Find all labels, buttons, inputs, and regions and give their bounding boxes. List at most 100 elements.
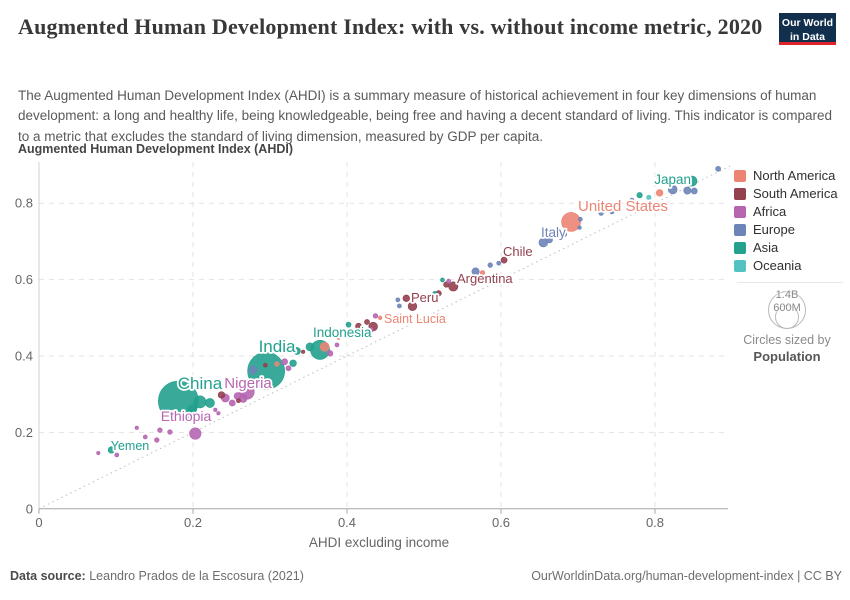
data-point[interactable] bbox=[124, 446, 129, 451]
country-label-argentina[interactable]: Argentina bbox=[455, 269, 515, 288]
data-point[interactable] bbox=[561, 231, 568, 238]
data-point[interactable] bbox=[228, 399, 236, 407]
data-point[interactable] bbox=[326, 350, 334, 357]
data-point[interactable] bbox=[617, 207, 623, 213]
data-point[interactable] bbox=[134, 425, 139, 430]
data-point[interactable] bbox=[355, 322, 362, 330]
country-label-indonesia[interactable]: Indonesia bbox=[311, 323, 374, 342]
country-label-italy[interactable]: Italy bbox=[539, 223, 568, 242]
data-point[interactable] bbox=[248, 365, 258, 375]
legend-label: Europe bbox=[753, 222, 795, 237]
data-point[interactable] bbox=[281, 358, 288, 366]
data-point[interactable] bbox=[285, 365, 292, 372]
data-point[interactable] bbox=[236, 398, 241, 404]
data-point[interactable] bbox=[319, 341, 330, 352]
country-label-peru[interactable]: Peru bbox=[409, 288, 440, 307]
data-point[interactable] bbox=[646, 194, 652, 201]
owid-logo[interactable]: Our World in Data bbox=[779, 13, 836, 45]
data-point-united-states[interactable] bbox=[561, 212, 581, 232]
data-point[interactable] bbox=[213, 407, 218, 412]
x-tick-label: 0.8 bbox=[646, 515, 664, 530]
legend-item-africa[interactable]: Africa bbox=[734, 204, 838, 219]
country-label-saint-lucia[interactable]: Saint Lucia bbox=[382, 310, 447, 328]
data-point[interactable] bbox=[577, 216, 583, 222]
legend-label: South America bbox=[753, 186, 838, 201]
data-point[interactable] bbox=[182, 417, 188, 423]
data-point[interactable] bbox=[629, 197, 635, 203]
data-point[interactable] bbox=[305, 342, 315, 352]
data-point[interactable] bbox=[167, 429, 173, 435]
data-point-ethiopia[interactable] bbox=[189, 427, 202, 440]
country-label-japan[interactable]: Japan bbox=[652, 170, 692, 189]
data-point[interactable] bbox=[263, 362, 268, 368]
data-point[interactable] bbox=[546, 236, 553, 244]
legend-item-north-america[interactable]: North America bbox=[734, 168, 838, 183]
data-point[interactable] bbox=[395, 297, 401, 303]
data-point[interactable] bbox=[636, 192, 643, 199]
country-label-nigeria[interactable]: Nigeria bbox=[222, 373, 274, 394]
data-point-yemen[interactable] bbox=[107, 446, 115, 454]
data-point[interactable] bbox=[683, 186, 692, 195]
data-point[interactable] bbox=[364, 319, 370, 325]
data-point-saint-lucia[interactable] bbox=[377, 315, 383, 320]
data-point[interactable] bbox=[187, 404, 198, 414]
legend-item-asia[interactable]: Asia bbox=[734, 240, 838, 255]
legend-label: North America bbox=[753, 168, 836, 183]
legend-item-europe[interactable]: Europe bbox=[734, 222, 838, 237]
country-label-yemen[interactable]: Yemen bbox=[109, 437, 151, 455]
data-point[interactable] bbox=[334, 342, 340, 348]
data-point-chile[interactable] bbox=[500, 256, 508, 264]
data-point[interactable] bbox=[440, 277, 445, 283]
data-point[interactable] bbox=[114, 452, 120, 458]
data-point[interactable] bbox=[216, 411, 221, 416]
country-label-united-states[interactable]: United States bbox=[576, 196, 670, 217]
data-point[interactable] bbox=[293, 347, 301, 355]
legend-item-oceania[interactable]: Oceania bbox=[734, 258, 838, 273]
data-point[interactable] bbox=[345, 321, 352, 328]
y-axis-title: Augmented Human Development Index (AHDI) bbox=[18, 142, 294, 156]
data-point[interactable] bbox=[667, 184, 678, 195]
country-label-ethiopia[interactable]: Ethiopia bbox=[159, 406, 213, 426]
data-point[interactable] bbox=[715, 165, 721, 172]
data-point[interactable] bbox=[402, 294, 410, 302]
data-point[interactable] bbox=[368, 327, 374, 333]
data-point[interactable] bbox=[479, 270, 486, 276]
data-point[interactable] bbox=[690, 187, 698, 195]
country-label-india[interactable]: India bbox=[257, 335, 298, 358]
y-tick-label: 0.8 bbox=[15, 196, 33, 211]
data-point[interactable] bbox=[446, 278, 451, 284]
data-point-india[interactable] bbox=[247, 352, 285, 390]
data-point[interactable] bbox=[496, 260, 502, 266]
data-point[interactable] bbox=[609, 208, 615, 215]
data-point[interactable] bbox=[289, 359, 297, 367]
data-point[interactable] bbox=[301, 349, 306, 354]
data-source: Data source: Leandro Prados de la Escosu… bbox=[10, 569, 304, 583]
data-point[interactable] bbox=[274, 361, 280, 367]
size-legend-caption: Circles sized by bbox=[743, 333, 831, 347]
data-point[interactable] bbox=[372, 313, 379, 319]
data-point-peru[interactable] bbox=[407, 301, 418, 311]
data-point[interactable] bbox=[397, 312, 403, 318]
country-label-china[interactable]: China bbox=[176, 372, 224, 395]
footer-link[interactable]: OurWorldinData.org/human-development-ind… bbox=[531, 569, 842, 583]
data-point[interactable] bbox=[157, 427, 163, 433]
data-point-japan[interactable] bbox=[686, 175, 698, 187]
data-point[interactable] bbox=[336, 336, 341, 340]
country-label-chile[interactable]: Chile bbox=[501, 242, 534, 261]
page-title: Augmented Human Development Index: with … bbox=[18, 14, 763, 39]
data-point[interactable] bbox=[471, 267, 480, 276]
data-point[interactable] bbox=[397, 303, 402, 309]
data-point[interactable] bbox=[142, 434, 148, 440]
legend-item-south-america[interactable]: South America bbox=[734, 186, 838, 201]
data-source-label: Data source: bbox=[10, 569, 86, 583]
data-point[interactable] bbox=[598, 210, 604, 216]
data-point[interactable] bbox=[96, 450, 101, 456]
data-point[interactable] bbox=[154, 437, 160, 443]
data-point[interactable] bbox=[487, 262, 493, 268]
data-point[interactable] bbox=[577, 225, 582, 230]
data-point[interactable] bbox=[205, 398, 215, 408]
data-point[interactable] bbox=[217, 391, 226, 399]
data-point[interactable] bbox=[432, 291, 438, 296]
data-point[interactable] bbox=[342, 330, 348, 336]
data-point[interactable] bbox=[655, 189, 664, 197]
